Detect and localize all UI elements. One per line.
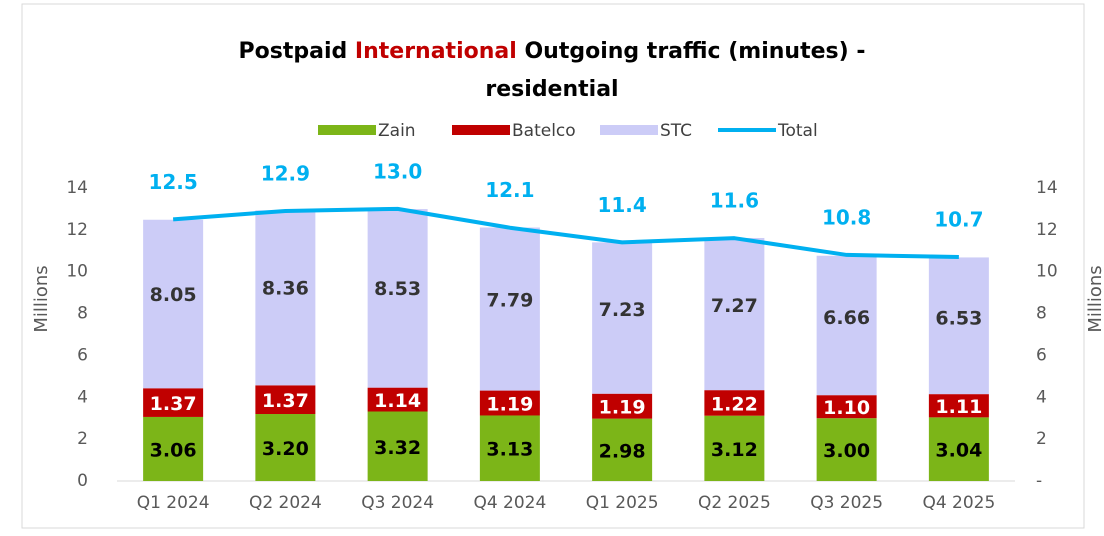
data-label: 1.22 — [711, 393, 758, 415]
data-label: 1.11 — [935, 396, 982, 418]
y2-tick-label: - — [1036, 471, 1042, 491]
bar-segment — [367, 387, 428, 412]
data-label: 7.23 — [599, 299, 646, 321]
data-label: 7.27 — [711, 295, 758, 317]
total-label: 13.0 — [373, 159, 422, 183]
y2-tick-label: 2 — [1036, 429, 1047, 449]
y-tick-label: 14 — [66, 178, 88, 198]
x-tick-label: Q2 2025 — [698, 493, 771, 513]
bar-segment — [704, 415, 765, 481]
data-label: 1.37 — [262, 390, 309, 412]
total-label: 11.6 — [710, 189, 759, 213]
y2-tick-label: 10 — [1036, 262, 1058, 282]
x-tick-label: Q3 2025 — [810, 493, 883, 513]
y-tick-label: 2 — [77, 429, 88, 449]
y-tick-label: 6 — [77, 345, 88, 365]
legend-label: Batelco — [512, 121, 576, 141]
bar-segment — [479, 390, 540, 416]
bar-segment — [816, 418, 877, 481]
data-label: 2.98 — [599, 440, 646, 462]
y2-tick-label: 4 — [1036, 387, 1047, 407]
y2-axis-label: Millions — [1085, 265, 1104, 332]
bar-segment — [816, 395, 877, 419]
x-tick-label: Q3 2024 — [361, 493, 434, 513]
legend-swatch — [452, 125, 510, 135]
data-label: 1.19 — [599, 397, 646, 419]
data-label: 1.14 — [374, 390, 421, 412]
data-label: 8.53 — [374, 278, 421, 300]
y-axis-label: Millions — [31, 265, 52, 332]
bar-segment — [592, 418, 653, 481]
bar-segment — [592, 242, 653, 394]
bar-segment — [928, 257, 989, 395]
data-label: 8.05 — [150, 284, 197, 306]
data-label: 3.32 — [374, 437, 421, 459]
x-tick-label: Q4 2025 — [922, 493, 995, 513]
bar-segment — [143, 416, 204, 481]
chart-title: residential — [485, 77, 618, 102]
data-label: 1.37 — [150, 393, 197, 415]
title-part: International — [355, 39, 517, 64]
y-tick-label: 10 — [66, 262, 88, 282]
bar-segment — [255, 385, 316, 415]
bar-segment — [255, 414, 316, 481]
bar-segment — [479, 415, 540, 481]
legend-label: Zain — [378, 121, 416, 141]
data-label: 1.10 — [823, 397, 870, 419]
bar-segment — [255, 210, 316, 386]
data-label: 6.66 — [823, 307, 870, 329]
total-label: 11.4 — [597, 193, 646, 217]
bar-segment — [367, 411, 428, 481]
chart-title: Postpaid International Outgoing traffic … — [239, 39, 866, 64]
y2-tick-label: 6 — [1036, 345, 1047, 365]
title-part: Postpaid — [239, 39, 348, 64]
x-tick-label: Q1 2025 — [586, 493, 659, 513]
data-label: 3.06 — [150, 439, 197, 461]
y-tick-label: 12 — [66, 220, 88, 240]
bar-segment — [928, 417, 989, 481]
data-label: 3.12 — [711, 439, 758, 461]
total-label: 10.8 — [822, 205, 871, 229]
y2-tick-label: 12 — [1036, 220, 1058, 240]
bar-segment — [592, 393, 653, 419]
data-label: 3.13 — [486, 439, 533, 461]
x-tick-label: Q2 2024 — [249, 493, 322, 513]
data-label: 3.00 — [823, 440, 870, 462]
data-label: 7.79 — [486, 289, 533, 311]
legend-label: Total — [777, 121, 818, 141]
data-label: 6.53 — [935, 307, 982, 329]
title-part: Outgoing traffic (minutes) - — [524, 39, 865, 64]
y2-tick-label: 8 — [1036, 304, 1047, 324]
y-tick-label: 8 — [77, 304, 88, 324]
data-label: 1.19 — [486, 394, 533, 416]
data-label: 3.04 — [935, 440, 982, 462]
bar-segment — [704, 390, 765, 416]
data-label: 8.36 — [262, 278, 309, 300]
x-tick-label: Q4 2024 — [473, 493, 546, 513]
bar-segment — [143, 388, 204, 417]
total-line — [172, 206, 959, 260]
data-label: 3.20 — [262, 438, 309, 460]
bar-segment — [367, 209, 428, 388]
total-label: 10.7 — [934, 208, 983, 232]
x-tick-label: Q1 2024 — [137, 493, 210, 513]
bar-segment — [816, 255, 877, 396]
bar-segment — [928, 394, 989, 418]
legend-swatch — [318, 125, 376, 135]
bar-segment — [479, 227, 540, 391]
legend-swatch — [600, 125, 658, 135]
y-tick-label: 4 — [77, 387, 88, 407]
y2-tick-label: 14 — [1036, 178, 1058, 198]
bar-segment — [704, 237, 765, 391]
total-label: 12.1 — [485, 178, 534, 202]
total-label: 12.9 — [261, 161, 310, 185]
legend-label: STC — [660, 121, 692, 141]
total-label: 12.5 — [148, 170, 197, 194]
y-tick-label: 0 — [77, 471, 88, 491]
bar-segment — [143, 219, 204, 389]
